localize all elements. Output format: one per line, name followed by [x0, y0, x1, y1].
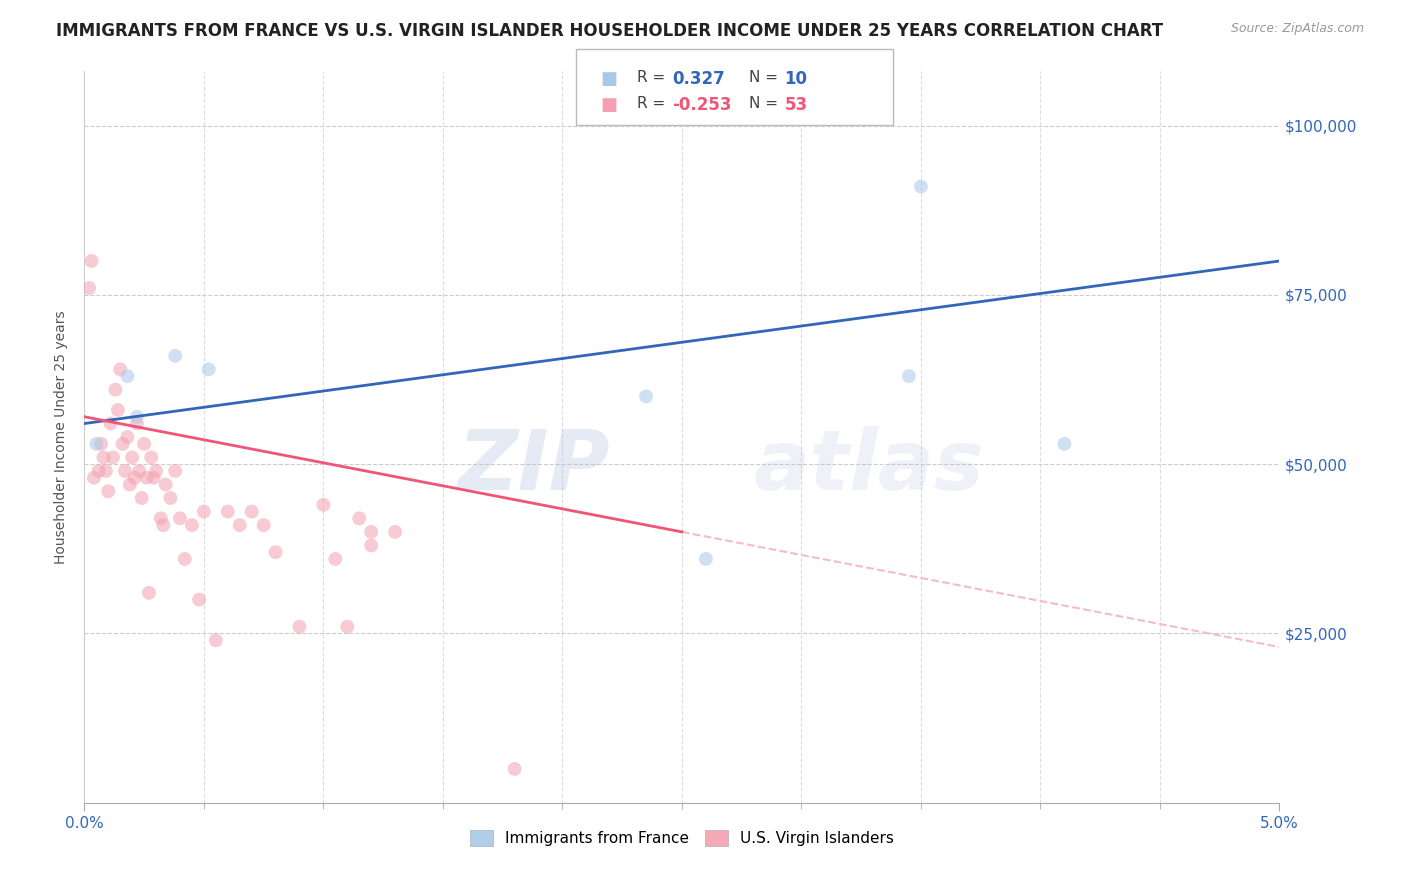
Point [128, 464, 150, 478]
Text: -0.253: -0.253 [672, 96, 731, 114]
Point [118, 477, 141, 491]
Point [336, 620, 359, 634]
Point [138, 586, 160, 600]
Point [910, 179, 932, 194]
Point [104, 383, 127, 397]
Point [132, 437, 156, 451]
Point [135, 471, 157, 485]
Point [229, 518, 252, 533]
Y-axis label: Householder Income Under 25 years: Householder Income Under 25 years [55, 310, 69, 564]
Point [93, 450, 115, 465]
Point [165, 349, 187, 363]
Text: atlas: atlas [754, 425, 984, 507]
Point [159, 491, 181, 505]
Point [898, 369, 921, 384]
Point [325, 552, 347, 566]
Point [384, 524, 406, 539]
Point [117, 430, 139, 444]
Point [169, 511, 191, 525]
Point [83, 471, 105, 485]
Point [197, 362, 219, 376]
Text: Source: ZipAtlas.com: Source: ZipAtlas.com [1230, 22, 1364, 36]
Point [86, 437, 108, 451]
Point [87, 464, 110, 478]
Point [125, 417, 148, 431]
Text: IMMIGRANTS FROM FRANCE VS U.S. VIRGIN ISLANDER HOUSEHOLDER INCOME UNDER 25 YEARS: IMMIGRANTS FROM FRANCE VS U.S. VIRGIN IS… [56, 22, 1163, 40]
Point [131, 491, 153, 505]
Point [142, 471, 165, 485]
Text: ZIP: ZIP [457, 425, 610, 507]
Text: ■: ■ [600, 70, 617, 87]
Text: 10: 10 [785, 70, 807, 87]
Point [636, 389, 658, 403]
Point [312, 498, 335, 512]
Point [264, 545, 287, 559]
Point [253, 518, 276, 533]
Point [80, 254, 103, 268]
Text: R =: R = [637, 70, 671, 85]
Point [107, 403, 129, 417]
Point [695, 552, 717, 566]
Point [205, 633, 228, 648]
Point [125, 409, 148, 424]
Point [101, 450, 124, 465]
Point [288, 620, 311, 634]
Legend: Immigrants from France, U.S. Virgin Islanders: Immigrants from France, U.S. Virgin Isla… [463, 822, 901, 854]
Text: 0.327: 0.327 [672, 70, 725, 87]
Point [165, 464, 187, 478]
Point [240, 505, 263, 519]
Point [349, 511, 371, 525]
Text: ■: ■ [600, 96, 617, 114]
Point [77, 281, 100, 295]
Point [121, 450, 143, 465]
Point [188, 592, 211, 607]
Point [149, 511, 172, 525]
Point [124, 471, 146, 485]
Point [97, 484, 120, 499]
Text: R =: R = [637, 96, 671, 112]
Point [503, 762, 526, 776]
Point [155, 477, 177, 491]
Point [217, 505, 239, 519]
Point [181, 518, 204, 533]
Point [193, 505, 215, 519]
Text: N =: N = [749, 70, 783, 85]
Point [360, 524, 382, 539]
Point [152, 518, 174, 533]
Point [90, 437, 112, 451]
Text: N =: N = [749, 96, 783, 112]
Text: 53: 53 [785, 96, 807, 114]
Point [94, 464, 117, 478]
Point [100, 417, 122, 431]
Point [360, 538, 382, 552]
Point [114, 464, 136, 478]
Point [145, 464, 167, 478]
Point [117, 369, 139, 384]
Point [1053, 437, 1076, 451]
Point [110, 362, 132, 376]
Point [173, 552, 195, 566]
Point [111, 437, 134, 451]
Point [141, 450, 163, 465]
